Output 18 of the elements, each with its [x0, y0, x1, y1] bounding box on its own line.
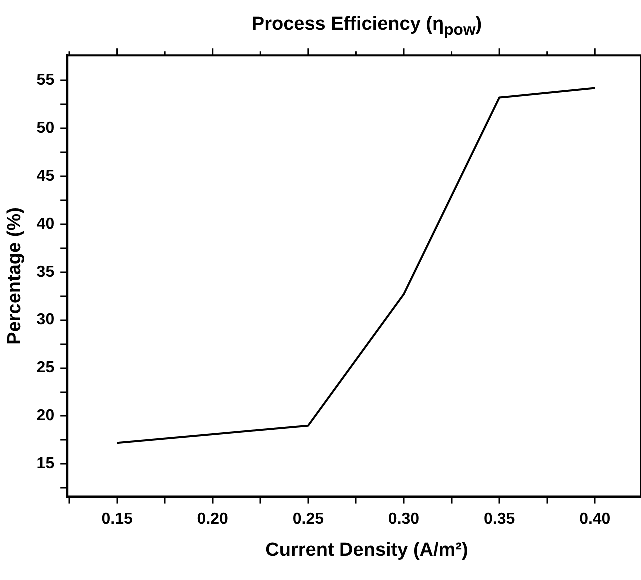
y-tick-label: 35: [36, 264, 55, 281]
y-tick-label: 30: [36, 312, 55, 329]
chart-title: Process Efficiency (η$_{pow}$): [250, 14, 484, 40]
x-tick-label: 0.40: [580, 510, 611, 528]
x-tick-label: 0.25: [292, 510, 324, 528]
x-tick-label: 0.35: [484, 510, 516, 528]
x-tick-label: 0.15: [102, 510, 133, 528]
y-tick-label: 50: [36, 120, 55, 137]
y-tick-label: 15: [36, 456, 55, 473]
y-axis-title: Percentage (%): [4, 208, 26, 345]
y-tick-label: 25: [36, 360, 55, 377]
y-tick-label: 55: [36, 72, 55, 89]
y-tick-label: 40: [36, 216, 55, 233]
x-axis-title: Current Density (A/m²): [264, 540, 470, 562]
x-tick-label: 0.30: [388, 510, 420, 528]
y-tick-label: 20: [36, 408, 55, 425]
y-tick-label: 45: [36, 168, 55, 185]
x-tick-label: 0.20: [197, 510, 229, 528]
